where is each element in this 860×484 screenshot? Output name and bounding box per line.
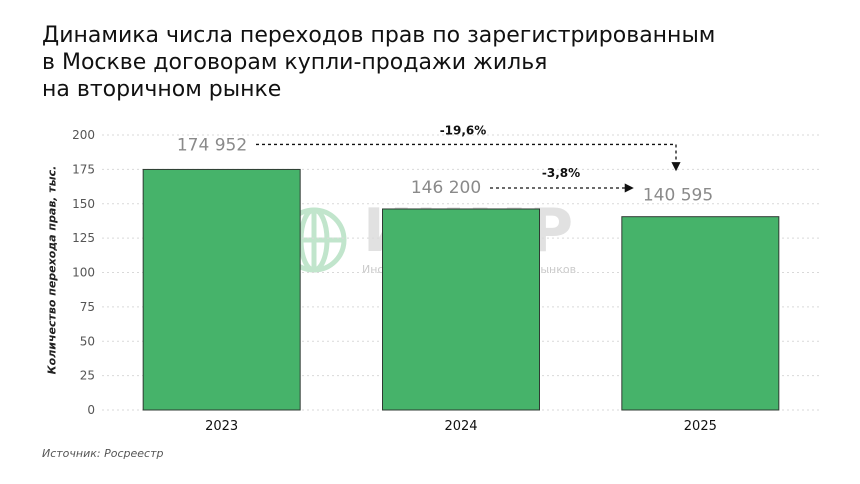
source-note: Источник: Росреестр (42, 447, 164, 460)
data-label: 146 200 (411, 178, 481, 198)
y-tick-label: 75 (80, 300, 95, 314)
y-tick-label: 200 (72, 128, 95, 142)
change-label: -3,8% (542, 166, 580, 180)
chart-title-line-3: на вторичном рынке (42, 77, 282, 102)
bar-2024 (382, 208, 540, 411)
bar-2023 (142, 168, 301, 411)
y-tick-label: 50 (80, 334, 95, 348)
chart-title-line-1: Динамика числа переходов прав по зарегис… (42, 23, 716, 48)
y-tick-label: 25 (80, 369, 95, 383)
y-axis-label: Количество перехода прав, тыс. (45, 165, 59, 375)
bar-2025 (621, 216, 780, 411)
arrow-2023-2025 (256, 143, 681, 172)
x-tick-label: 2025 (684, 419, 717, 434)
change-label: -19,6% (440, 123, 487, 137)
x-tick-label: 2024 (444, 419, 477, 434)
data-label: 174 952 (177, 135, 247, 155)
y-tick-label: 125 (72, 231, 95, 245)
y-tick-label: 100 (72, 266, 95, 280)
chart-title: Динамика числа переходов прав по зарегис… (42, 22, 802, 103)
x-tick-label: 2023 (205, 419, 238, 434)
data-label: 140 595 (643, 186, 713, 206)
y-tick-label: 0 (87, 403, 95, 417)
y-tick-label: 175 (72, 162, 95, 176)
y-tick-label: 150 (72, 197, 95, 211)
chart-title-line-2: в Москве договорам купли-продажи жилья (42, 50, 548, 75)
